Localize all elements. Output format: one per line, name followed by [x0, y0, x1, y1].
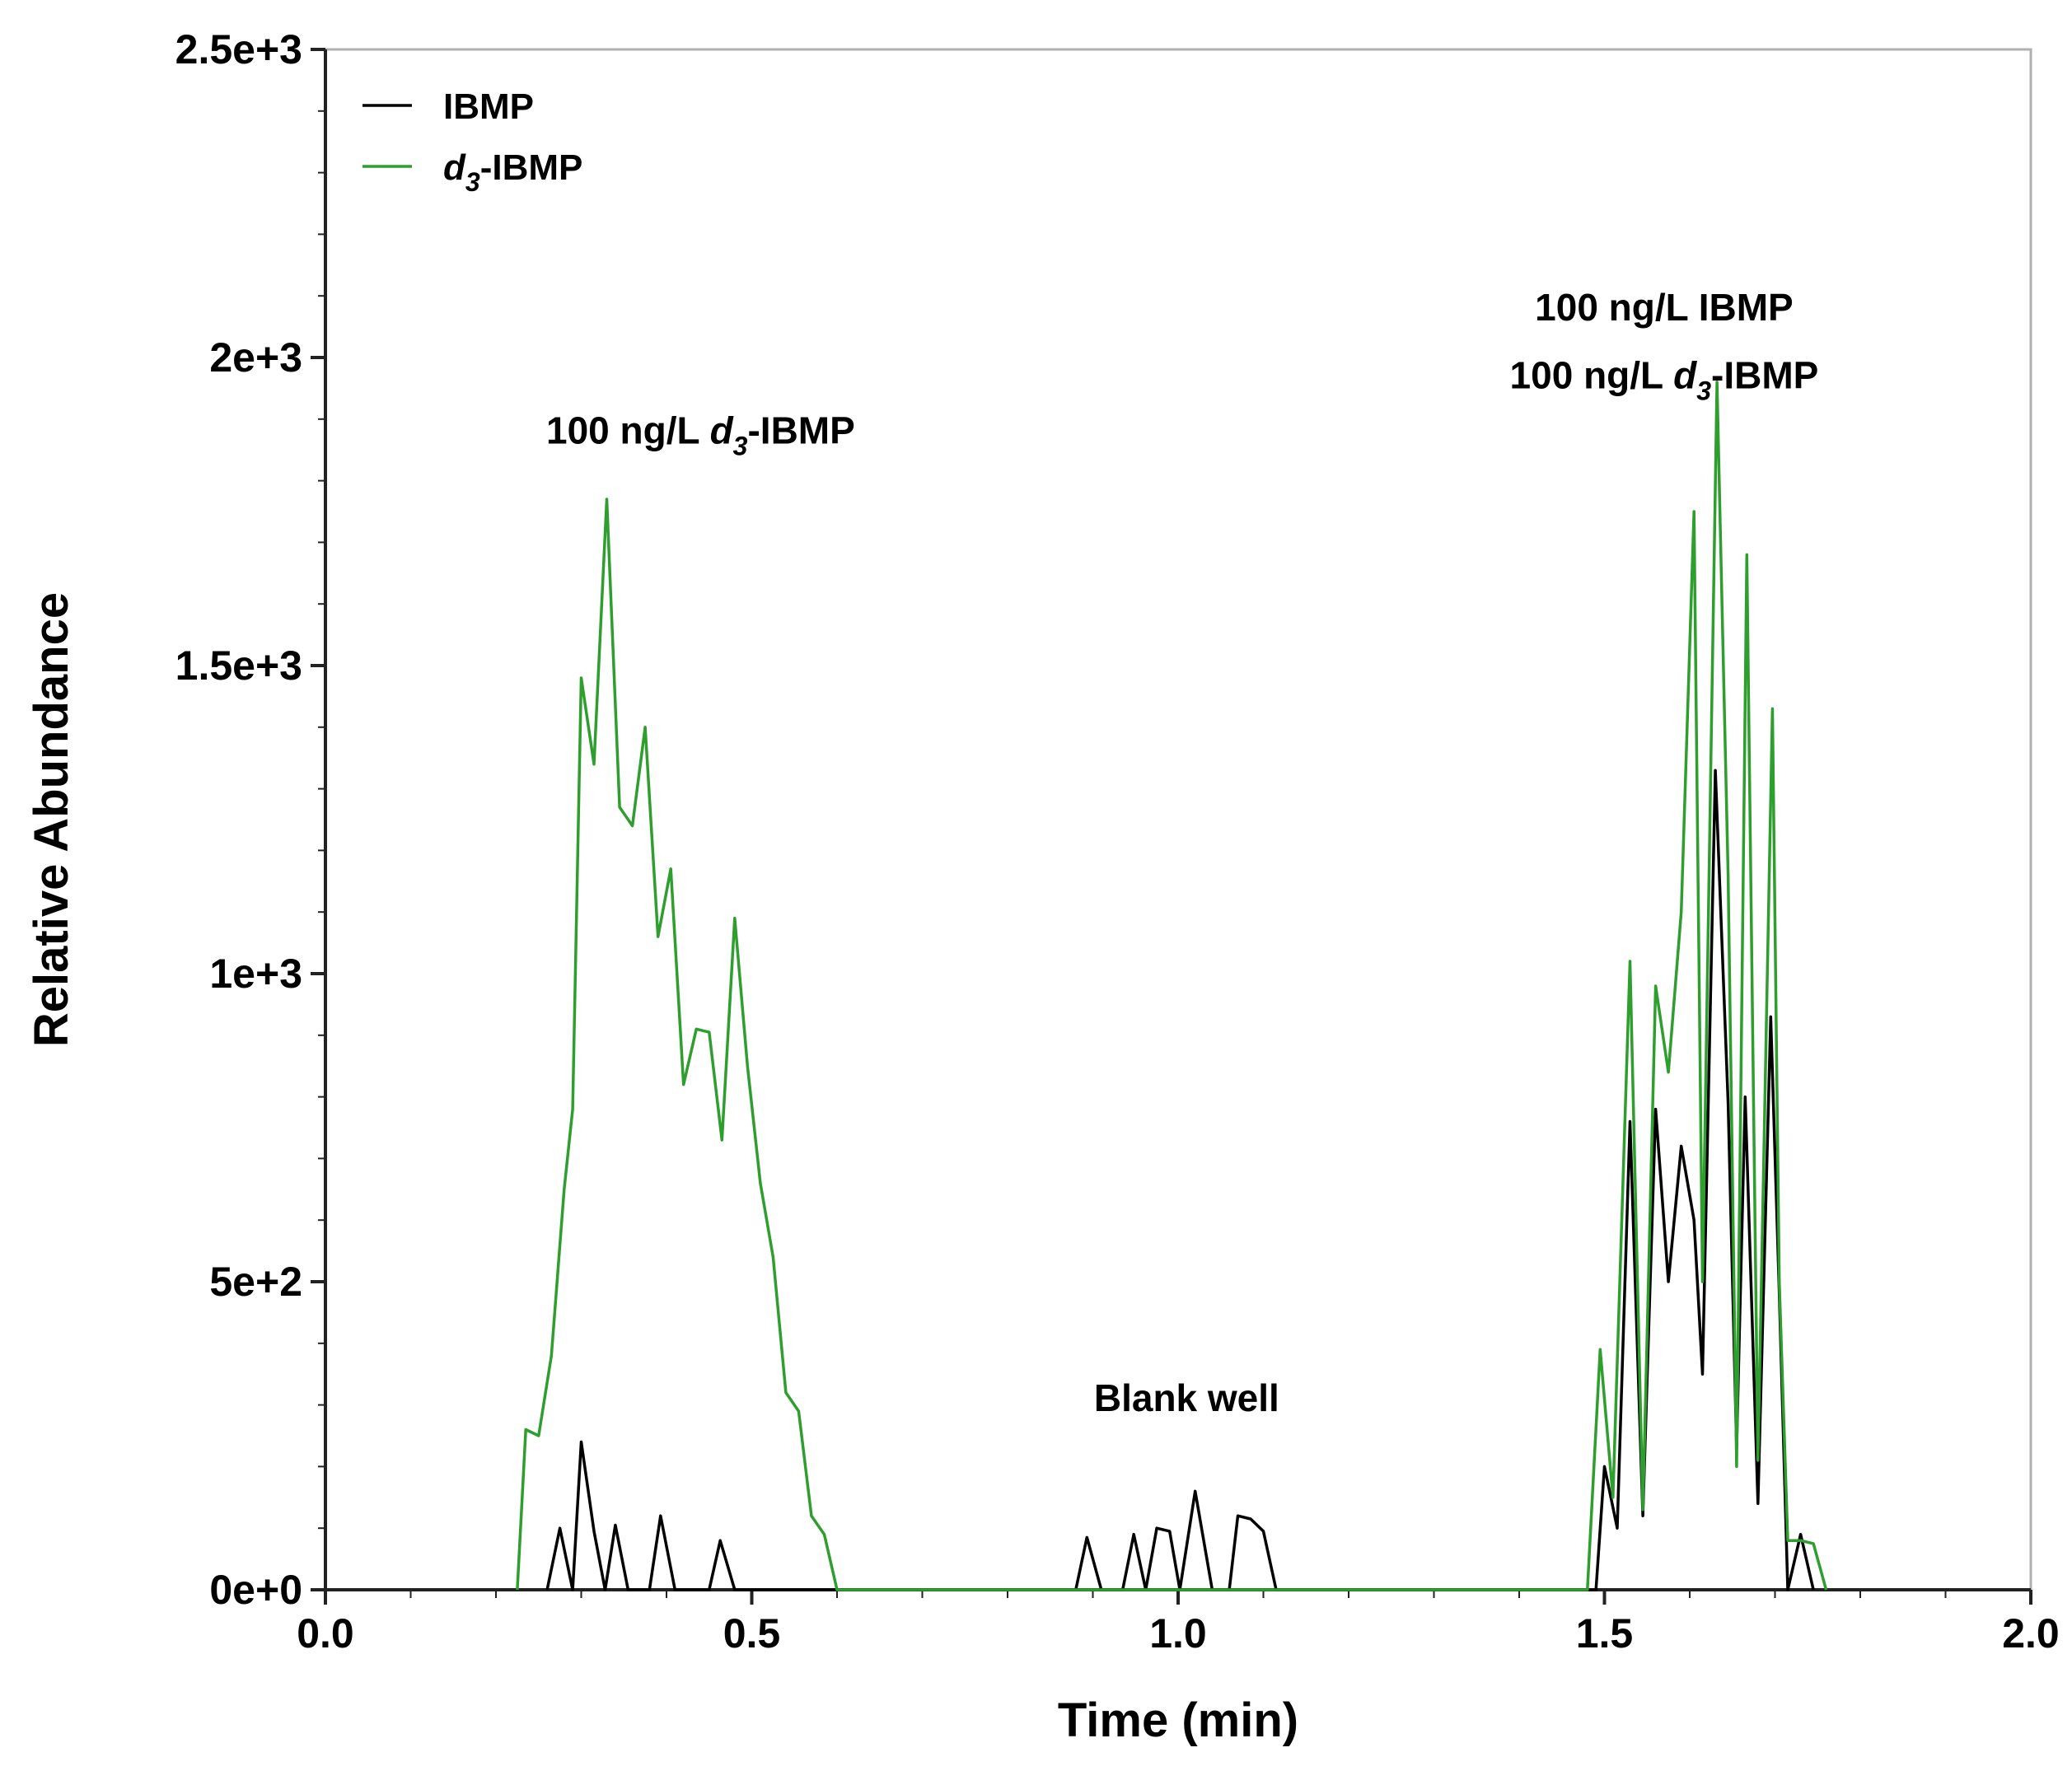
y-tick-label: 2.5e+3 — [175, 26, 302, 72]
annotations: 100 ng/L d3-IBMP Blank well 100 ng/L IBMP 1… — [546, 286, 1818, 1419]
annotation-peak3a: 100 ng/L IBMP — [1535, 286, 1794, 329]
legend-label: d3-IBMP — [443, 147, 582, 197]
annotation-peak3b: 100 ng/L d3-IBMP — [1510, 353, 1819, 405]
x-tick-label: 1.5 — [1576, 1610, 1634, 1657]
legend: IBMP d3-IBMP — [362, 86, 582, 197]
x-tick-label: 1.0 — [1149, 1610, 1207, 1657]
x-tick-label: 0.5 — [723, 1610, 781, 1657]
series-line-d3-ibmp — [516, 381, 1828, 1591]
x-axis-title: Time (min) — [1058, 1694, 1298, 1747]
y-tick-label: 2e+3 — [209, 334, 302, 381]
y-tick-label: 1.5e+3 — [175, 643, 302, 689]
x-axis-ticks: 0.0 0.5 1.0 1.5 2.0 — [297, 1590, 2060, 1657]
annotation-peak1: 100 ng/L d3-IBMP — [546, 409, 855, 461]
series-layer — [516, 381, 1828, 1591]
y-axis-title: Relative Abundance — [25, 592, 78, 1047]
y-axis-ticks: 0e+0 5e+2 1e+3 1.5e+3 2e+3 2.5e+3 — [175, 26, 325, 1613]
legend-label: IBMP — [443, 86, 534, 127]
annotation-blank: Blank well — [1094, 1376, 1279, 1419]
y-tick-label: 0e+0 — [209, 1567, 302, 1613]
y-tick-label: 1e+3 — [209, 951, 302, 997]
x-tick-label: 2.0 — [2002, 1610, 2060, 1657]
x-tick-label: 0.0 — [297, 1610, 354, 1657]
y-tick-label: 5e+2 — [209, 1259, 302, 1305]
